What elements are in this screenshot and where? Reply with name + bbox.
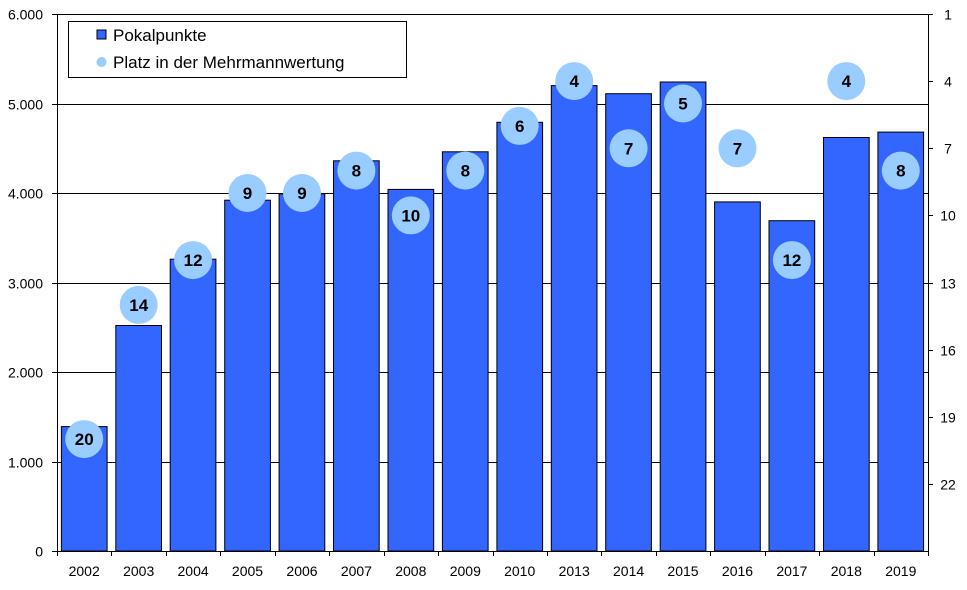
rank-marker	[337, 151, 376, 190]
x-tick-label: 2002	[69, 563, 100, 579]
rank-marker	[500, 106, 539, 145]
legend-swatch-marker	[96, 57, 107, 67]
left-tick-label: 3.000	[8, 276, 43, 292]
bar	[387, 188, 435, 552]
left-tick-label: 1.000	[8, 455, 43, 471]
rank-series: 20 14 12 9 9 8 10 8 6 4 7 5 7 12 4 8	[65, 62, 920, 459]
right-tick-label: 10	[940, 208, 956, 224]
rank-label: 14	[129, 296, 148, 315]
x-tick-label: 2018	[831, 563, 862, 579]
legend: Pokalpunkte Platz in der Mehrmannwertung	[68, 21, 407, 78]
x-tick-label: 2013	[559, 563, 590, 579]
rank-marker	[119, 285, 158, 324]
left-tick-label: 4.000	[8, 186, 43, 202]
x-tick-label: 2008	[395, 563, 426, 579]
rank-marker	[228, 174, 267, 212]
bar	[169, 258, 217, 552]
bar	[550, 85, 598, 552]
rank-marker	[664, 84, 702, 123]
rank-label: 12	[782, 251, 801, 270]
rank-marker	[391, 196, 430, 235]
x-tick-label: 2017	[776, 563, 807, 579]
x-tick-label: 2014	[613, 563, 644, 579]
left-tick-label: 2.000	[8, 365, 43, 381]
legend-swatch-bar	[96, 29, 107, 40]
bar	[441, 151, 489, 552]
x-tick-label: 2009	[450, 563, 481, 579]
left-tick-label: 0	[35, 544, 43, 560]
x-tick-label: 2005	[232, 563, 263, 579]
right-tick-label: 19	[940, 410, 956, 426]
bar	[877, 131, 925, 552]
bar	[659, 81, 707, 552]
bar	[224, 199, 271, 552]
rank-marker	[609, 129, 648, 168]
rank-label: 8	[461, 162, 470, 181]
legend-label-bar: Pokalpunkte	[113, 26, 207, 45]
rank-marker	[174, 241, 213, 280]
rank-label: 8	[896, 162, 905, 181]
rank-label: 7	[733, 139, 742, 158]
rank-label: 20	[75, 430, 94, 449]
bar	[278, 193, 326, 552]
rank-marker	[283, 174, 321, 212]
rank-label: 4	[569, 72, 579, 91]
right-tick-label: 1	[944, 7, 952, 23]
x-tick-label: 2010	[504, 563, 535, 579]
right-tick-label: 16	[940, 343, 956, 359]
rank-label: 9	[297, 184, 306, 203]
bar	[714, 201, 761, 552]
right-tick-label: 7	[944, 141, 952, 157]
x-tick-label: 2006	[286, 563, 317, 579]
rank-label: 6	[515, 117, 524, 136]
x-tick-label: 2016	[722, 563, 753, 579]
rank-marker	[718, 129, 757, 168]
rank-label: 5	[678, 95, 687, 114]
bar-series	[60, 81, 925, 552]
rank-label: 8	[352, 162, 361, 181]
x-tick-label: 2007	[341, 563, 372, 579]
left-tick-label: 6.000	[8, 7, 43, 23]
rank-marker	[881, 151, 920, 190]
x-tick-label: 2019	[885, 563, 916, 579]
bar	[496, 121, 544, 552]
rank-label: 12	[184, 251, 203, 270]
x-tick-label: 2003	[123, 563, 154, 579]
x-tick-label: 2015	[667, 563, 698, 579]
rank-marker	[446, 151, 485, 190]
right-tick-label: 13	[940, 276, 956, 292]
right-tick-label: 4	[944, 74, 952, 90]
rank-label: 10	[401, 206, 420, 225]
rank-label: 9	[243, 184, 252, 203]
x-tick-label: 2004	[178, 563, 209, 579]
rank-label: 4	[842, 72, 852, 91]
bar	[823, 137, 870, 552]
rank-marker	[65, 420, 104, 459]
legend-label-marker: Platz in der Mehrmannwertung	[113, 53, 345, 72]
rank-marker	[772, 241, 811, 280]
bar	[333, 160, 380, 552]
bar	[605, 93, 652, 552]
right-tick-label: 22	[940, 477, 956, 493]
left-tick-label: 5.000	[8, 97, 43, 113]
bar	[115, 325, 163, 552]
rank-label: 7	[624, 139, 633, 158]
legend-box	[68, 21, 407, 78]
rank-marker	[827, 62, 866, 101]
rank-marker	[555, 62, 594, 101]
